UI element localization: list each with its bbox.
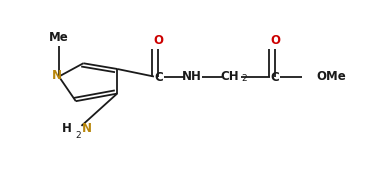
Text: N: N bbox=[52, 69, 62, 82]
Text: CH: CH bbox=[221, 70, 239, 83]
Text: 2: 2 bbox=[241, 74, 247, 83]
Text: O: O bbox=[153, 34, 164, 47]
Text: Me: Me bbox=[49, 31, 69, 44]
Text: N: N bbox=[82, 122, 92, 135]
Text: C: C bbox=[271, 71, 279, 84]
Text: 2: 2 bbox=[75, 131, 81, 140]
Text: H: H bbox=[62, 122, 72, 135]
Text: O: O bbox=[270, 34, 280, 47]
Text: NH: NH bbox=[182, 70, 202, 83]
Text: C: C bbox=[154, 71, 163, 84]
Text: OMe: OMe bbox=[316, 70, 346, 83]
